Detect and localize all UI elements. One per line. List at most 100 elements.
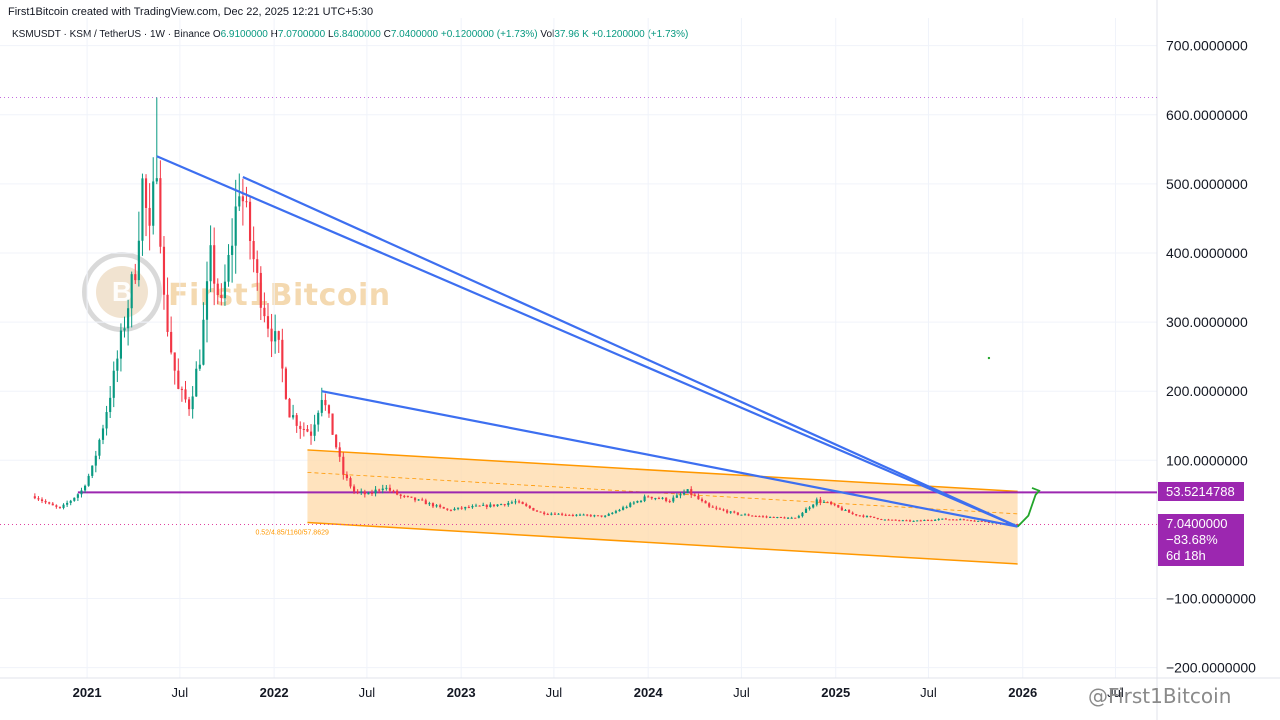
candle-body [496, 504, 499, 507]
candle-body [155, 178, 158, 182]
candle-body [335, 434, 338, 448]
candle-body [449, 509, 452, 511]
candle-body [281, 339, 284, 369]
candle-body [195, 368, 198, 397]
candle-body [378, 489, 381, 491]
candle-body [345, 474, 348, 479]
time-tick-label: Jul [172, 685, 189, 700]
candle-body [905, 520, 908, 522]
time-tick-label: Jul [733, 685, 750, 700]
candle-body [223, 281, 227, 298]
volume-value: 37.96 K [554, 29, 589, 40]
candle-body [284, 368, 287, 399]
candle-body [180, 388, 183, 390]
candle-body [248, 201, 252, 242]
candle-body [686, 489, 689, 493]
candle-body [668, 501, 671, 503]
price-tick-label: 500.0000000 [1166, 176, 1248, 192]
candle-body [256, 259, 259, 273]
candle-body [431, 503, 435, 507]
candle-body [177, 370, 180, 389]
low-value: 6.8400000 [333, 29, 381, 40]
candle-body [966, 519, 969, 521]
candle-body [883, 519, 886, 521]
volume-label: Vol [540, 29, 555, 40]
candle-body [718, 508, 721, 510]
channel-fill [307, 449, 1018, 564]
channel-label: 0.52/4.85/1160/57.8629 [255, 530, 329, 537]
candle-body [715, 507, 718, 509]
low-label: L [327, 29, 334, 40]
candle-body [152, 181, 155, 226]
change-percent: −83.68% [1166, 532, 1218, 547]
time-tick-label: Jul [359, 685, 376, 700]
candle-body [439, 505, 442, 507]
candle-body [478, 505, 481, 507]
candle-body [112, 370, 115, 398]
candle-body [822, 501, 826, 503]
candle-body [625, 506, 628, 508]
candle-body [148, 207, 151, 226]
candle-body [363, 491, 366, 495]
candle-body [507, 503, 510, 505]
candle-body [930, 520, 933, 522]
candle-body [647, 496, 650, 498]
candle-body [37, 498, 40, 500]
candle-body [263, 307, 266, 317]
candle-body [288, 398, 291, 418]
candle-body [302, 428, 305, 430]
symbol-label[interactable]: KSMUSDT · KSM / TetherUS · 1W · Binance [12, 29, 211, 40]
candle-body [320, 399, 323, 413]
time-axis[interactable]: 2021 Jul 2022 Jul 2023 Jul 2024 Jul 2025 Jul 2026 J… [73, 685, 1124, 700]
candle-body [962, 519, 965, 521]
candle-body [847, 509, 851, 513]
candle-body [209, 245, 212, 282]
candle-body [245, 201, 248, 203]
candle-body [91, 465, 94, 476]
attribution-text: First1Bitcoin created with TradingView.c… [8, 6, 374, 18]
candle-body [492, 504, 496, 507]
candle-body [704, 500, 707, 504]
candle-body [187, 399, 191, 410]
candle-body [955, 519, 958, 521]
candle-body [144, 178, 148, 208]
candle-body [873, 516, 876, 518]
candle-body [277, 331, 280, 340]
candle-body [489, 504, 492, 508]
price-axis[interactable]: 700.0000000 600.0000000 500.0000000 400.000… [1166, 38, 1256, 676]
candle-body [636, 500, 639, 503]
candle-body [342, 456, 345, 475]
candle-body [424, 500, 427, 505]
candle-body [736, 512, 739, 515]
candle-body [575, 514, 578, 516]
candle-body [614, 511, 617, 513]
candle-body [40, 499, 44, 501]
candle-body [665, 497, 668, 502]
candle-body [453, 508, 456, 511]
candle-body [604, 515, 607, 517]
candle-body [270, 328, 273, 342]
candle-body [238, 196, 241, 207]
candle-body [356, 491, 359, 493]
high-value: 7.0700000 [277, 29, 326, 40]
candle-body [292, 415, 295, 418]
logo-ring-icon [82, 252, 162, 332]
time-tick-label: Jul [1107, 685, 1124, 700]
candle-body [252, 241, 255, 260]
candle-body [790, 517, 793, 519]
time-tick-label: 2022 [260, 685, 289, 700]
candle-body [862, 515, 865, 517]
candle-body [708, 503, 711, 507]
candle-body [833, 504, 836, 506]
candle-body [751, 515, 754, 517]
candle-body [794, 517, 797, 519]
candle-body [973, 520, 976, 522]
candle-body [622, 507, 625, 510]
candle-body [33, 496, 36, 499]
candle-body [44, 500, 47, 503]
candle-body [812, 504, 815, 508]
price-tick-label: 200.0000000 [1166, 383, 1248, 399]
candle-body [309, 431, 313, 436]
candle-body [740, 514, 743, 516]
